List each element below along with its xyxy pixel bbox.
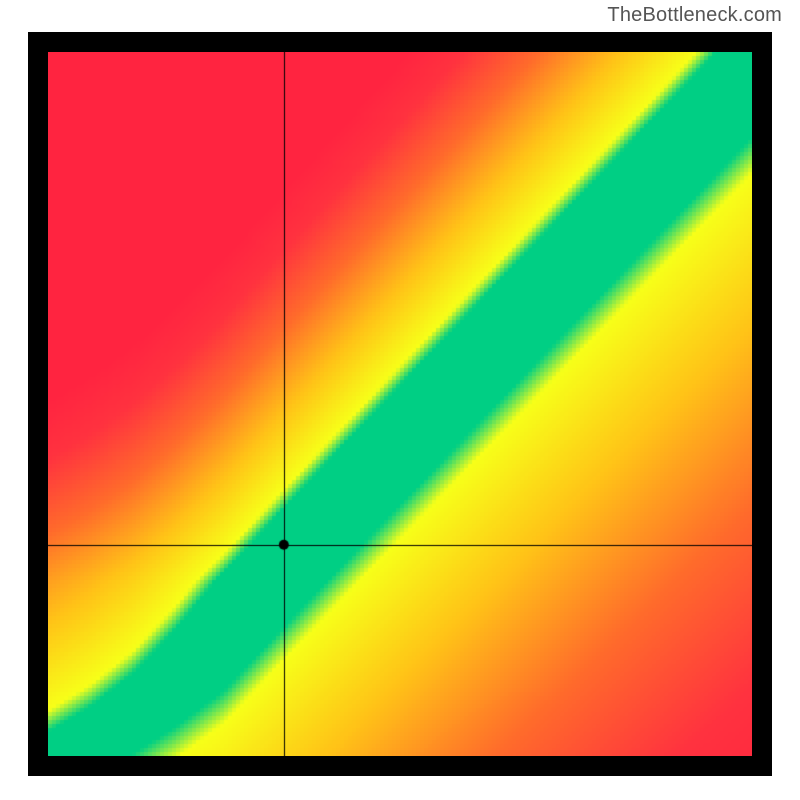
heatmap-canvas xyxy=(48,52,752,756)
figure-container: TheBottleneck.com xyxy=(0,0,800,800)
watermark-text: TheBottleneck.com xyxy=(607,4,782,27)
